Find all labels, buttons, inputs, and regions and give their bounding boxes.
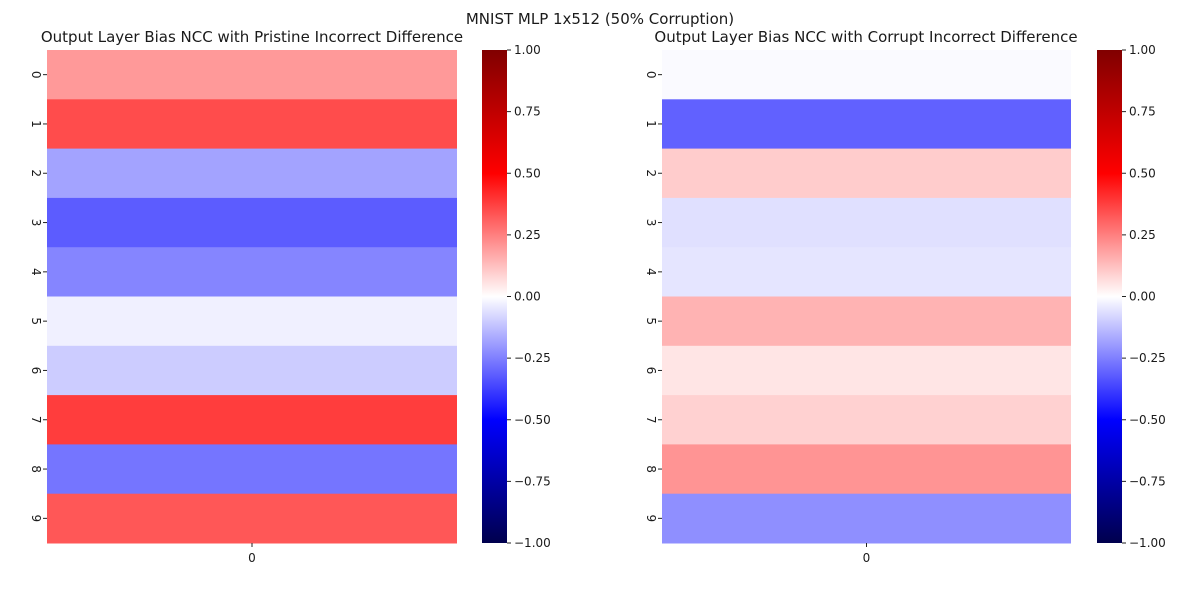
figure-suptitle: MNIST MLP 1x512 (50% Corruption) [466,10,734,28]
colorbar-tick-label: −1.00 [1129,536,1166,550]
heatmap-panel-pristine: Output Layer Bias NCC with Pristine Inco… [29,28,551,565]
colorbar-tick-label: −0.25 [514,351,551,365]
chart-title-corrupt: Output Layer Bias NCC with Corrupt Incor… [654,28,1077,46]
colorbar-tick-label: 0.50 [1129,166,1156,180]
heatmap-cell-9 [662,493,1071,544]
heatmap-cell-1 [662,99,1071,150]
colorbar-pristine: 1.00 0.75 0.50 0.25 0.00 −0.25 −0.50 −0.75 −1.00 [482,43,551,550]
heatmap-cell-9 [47,493,457,544]
colorbar-tick-label: −0.75 [1129,474,1166,488]
colorbar-tick-label: 0.25 [1129,228,1156,242]
colorbar-tick-label: 0.00 [514,290,541,304]
y-tick-label: 7 [644,416,658,424]
heatmap-cell-3 [47,197,457,248]
y-tick-label: 4 [29,268,43,276]
colorbar-gradient [1097,50,1122,543]
colorbar-tick-label: −0.50 [1129,413,1166,427]
y-tick-label: 5 [644,317,658,325]
colorbar-tick-label: 1.00 [1129,43,1156,57]
heatmap-cell-0 [47,50,457,100]
heatmap-cells-corrupt [662,50,1071,544]
y-tick-label: 6 [29,367,43,375]
y-tick-label: 3 [644,219,658,227]
y-tick-label: 8 [644,465,658,473]
chart-title-pristine: Output Layer Bias NCC with Pristine Inco… [41,28,463,46]
y-tick-label: 1 [29,120,43,128]
colorbar-corrupt: 1.00 0.75 0.50 0.25 0.00 −0.25 −0.50 −0.75 −1.00 [1097,43,1166,550]
heatmap-cell-1 [47,99,457,150]
y-axis-ticks-pristine: 0 1 2 3 4 5 6 7 8 9 [29,71,47,522]
x-tick-label: 0 [863,551,871,565]
x-axis-ticks-pristine: 0 [248,543,256,565]
y-tick-label: 2 [29,169,43,177]
heatmap-cell-4 [662,247,1071,297]
y-tick-label: 5 [29,317,43,325]
y-tick-label: 4 [644,268,658,276]
y-axis-ticks-corrupt: 0 1 2 3 4 5 6 7 8 9 [644,71,662,522]
colorbar-tick-label: 0.75 [514,105,541,119]
heatmap-cell-4 [47,247,457,297]
heatmap-cell-5 [47,296,457,347]
y-tick-label: 9 [644,515,658,523]
colorbar-tick-label: −0.25 [1129,351,1166,365]
heatmap-cell-7 [47,395,457,445]
y-tick-label: 0 [29,71,43,79]
colorbar-tick-label: 0.50 [514,166,541,180]
heatmap-cell-6 [47,345,457,396]
y-tick-label: 2 [644,169,658,177]
colorbar-tick-label: −1.00 [514,536,551,550]
y-tick-label: 3 [29,219,43,227]
heatmap-cells-pristine [47,50,457,544]
heatmap-cell-8 [662,444,1071,495]
y-tick-label: 6 [644,367,658,375]
colorbar-tick-label: −0.75 [514,474,551,488]
colorbar-gradient [482,50,507,543]
colorbar-tick-label: 0.00 [1129,290,1156,304]
heatmap-cell-0 [662,50,1071,100]
heatmap-cell-2 [47,148,457,199]
y-tick-label: 0 [644,71,658,79]
colorbar-tick-label: 0.75 [1129,105,1156,119]
y-tick-label: 1 [644,120,658,128]
colorbar-tick-label: 0.25 [514,228,541,242]
heatmap-cell-5 [662,296,1071,347]
heatmap-cell-8 [47,444,457,495]
heatmap-panel-corrupt: Output Layer Bias NCC with Corrupt Incor… [644,28,1166,565]
heatmap-cell-3 [662,197,1071,248]
heatmap-cell-6 [662,345,1071,396]
heatmap-cell-7 [662,395,1071,445]
y-tick-label: 7 [29,416,43,424]
x-tick-label: 0 [248,551,256,565]
colorbar-tick-label: 1.00 [514,43,541,57]
colorbar-tick-label: −0.50 [514,413,551,427]
x-axis-ticks-corrupt: 0 [863,543,871,565]
y-tick-label: 9 [29,515,43,523]
y-tick-label: 8 [29,465,43,473]
heatmap-cell-2 [662,148,1071,199]
